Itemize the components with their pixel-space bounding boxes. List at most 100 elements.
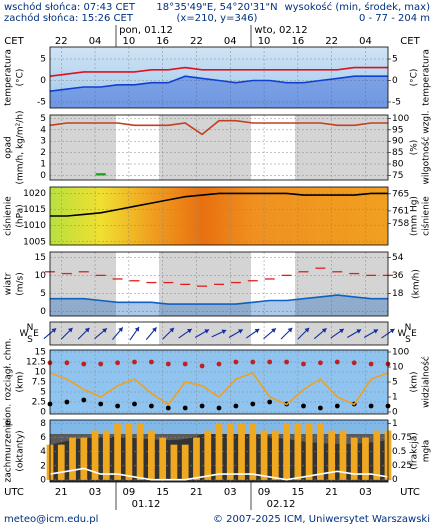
bottom-tick-label: 03 bbox=[224, 487, 237, 498]
dot bbox=[199, 403, 205, 409]
y-axis-label: zachmurzenie bbox=[4, 419, 14, 483]
y2-tick-label: 761 bbox=[392, 206, 409, 216]
dot bbox=[267, 359, 273, 365]
wind-arrow bbox=[94, 327, 108, 340]
dot bbox=[149, 403, 154, 409]
top-tick-label: 04 bbox=[224, 36, 237, 47]
bar bbox=[226, 423, 234, 480]
y2-tick-label: 90 bbox=[392, 137, 404, 147]
y2-tick-label: 75 bbox=[392, 171, 403, 181]
bar bbox=[193, 437, 200, 480]
dot bbox=[64, 360, 70, 366]
dot bbox=[115, 403, 120, 409]
y-tick-label: 6 bbox=[40, 433, 46, 443]
dot bbox=[233, 359, 239, 365]
y-axis-label: (°C) bbox=[16, 69, 26, 87]
wind-arrow bbox=[346, 329, 362, 338]
wind-arrow bbox=[194, 329, 210, 338]
series-area bbox=[50, 295, 388, 316]
daylight bbox=[251, 252, 295, 316]
series-line bbox=[49, 119, 388, 136]
panel-frame bbox=[49, 349, 389, 415]
top-tick-label: 10 bbox=[258, 36, 271, 47]
top-tick-label: 10 bbox=[122, 36, 135, 47]
top-date: pon, 01.12 bbox=[119, 25, 173, 36]
dot bbox=[216, 361, 222, 367]
compass-label: N bbox=[405, 323, 412, 333]
bar bbox=[80, 437, 88, 480]
compass-label: S bbox=[27, 335, 33, 345]
y-tick-label: 5 bbox=[40, 114, 46, 124]
compass-label: S bbox=[405, 335, 411, 345]
bottom-tick-label: 03 bbox=[89, 487, 102, 498]
y2-tick-label: 765 bbox=[392, 189, 409, 199]
y-tick-label: 0 bbox=[40, 475, 46, 485]
series-area bbox=[50, 76, 388, 108]
y2-tick-label: 36 bbox=[392, 271, 404, 281]
top-zone: CET bbox=[4, 36, 24, 47]
y-tick-label: 0 bbox=[40, 171, 46, 181]
y2-tick-label: 1 bbox=[392, 419, 398, 429]
dot bbox=[334, 359, 340, 365]
wind-arrow bbox=[178, 328, 193, 339]
y2-tick-label: -5 bbox=[392, 97, 401, 107]
y2-axis-label: (km) bbox=[410, 371, 420, 392]
arrow-head bbox=[204, 329, 210, 334]
bar bbox=[95, 173, 106, 176]
arrow-head bbox=[271, 328, 276, 333]
dot bbox=[115, 360, 120, 366]
y-axis-label: opad bbox=[4, 136, 14, 158]
arrow-head bbox=[67, 327, 73, 333]
series-line bbox=[49, 372, 389, 406]
arrow-head bbox=[221, 329, 227, 335]
y-tick-label: 2.5 bbox=[32, 398, 46, 408]
bar bbox=[136, 423, 144, 480]
arrow-head bbox=[84, 327, 90, 333]
bottom-tick-label: 09 bbox=[122, 487, 135, 498]
y-tick-label: 0 bbox=[40, 76, 46, 86]
y2-tick-label: 0 bbox=[392, 475, 398, 485]
arrow-head bbox=[134, 326, 140, 332]
wind-arrow bbox=[162, 327, 175, 340]
top-tick-label: 22 bbox=[190, 36, 203, 47]
bottom-tick-label: 03 bbox=[359, 487, 372, 498]
series-line bbox=[49, 75, 388, 92]
top-tick-label: 16 bbox=[291, 36, 304, 47]
wind-arrow bbox=[112, 327, 124, 340]
series-line bbox=[50, 294, 388, 305]
dot bbox=[267, 399, 273, 405]
dot bbox=[250, 359, 256, 365]
dot bbox=[318, 405, 323, 411]
y2-tick-label: 0 bbox=[392, 408, 398, 418]
y-tick-label: 15 bbox=[35, 348, 46, 358]
wind-arrow bbox=[245, 328, 260, 339]
y-tick-label: 5 bbox=[40, 388, 46, 398]
bar bbox=[249, 423, 257, 480]
y-axis-label: (oktanty) bbox=[16, 430, 26, 471]
grid-point: (x=210, y=346) bbox=[177, 13, 258, 24]
y-tick-label: -5 bbox=[37, 97, 46, 107]
top-zone: CET bbox=[400, 36, 420, 47]
y2-tick-label: 0.5 bbox=[392, 447, 406, 457]
bar bbox=[57, 444, 65, 480]
y-tick-label: 1010 bbox=[23, 221, 46, 231]
y2-axis-label: (%) bbox=[410, 140, 420, 156]
arrow-head bbox=[169, 327, 174, 333]
arrow-head bbox=[356, 329, 362, 334]
bottom-tick-label: 21 bbox=[55, 487, 68, 498]
dot bbox=[98, 401, 104, 407]
dot bbox=[165, 405, 171, 411]
top-tick-label: 04 bbox=[359, 36, 372, 47]
y2-axis-label: (km/h) bbox=[412, 269, 422, 299]
compass-label: E bbox=[33, 329, 39, 339]
bar bbox=[271, 430, 279, 480]
arrow-head bbox=[51, 328, 57, 333]
arrow-head bbox=[238, 329, 243, 334]
y-tick-label: 3 bbox=[40, 137, 46, 147]
y-tick-label: 10 bbox=[35, 271, 47, 281]
y-tick-label: 5 bbox=[40, 289, 46, 299]
dot bbox=[301, 361, 306, 367]
y-tick-label: 1020 bbox=[23, 189, 46, 199]
y2-axis-label: wilgotność wzgl. bbox=[421, 111, 432, 185]
bar bbox=[317, 423, 324, 480]
